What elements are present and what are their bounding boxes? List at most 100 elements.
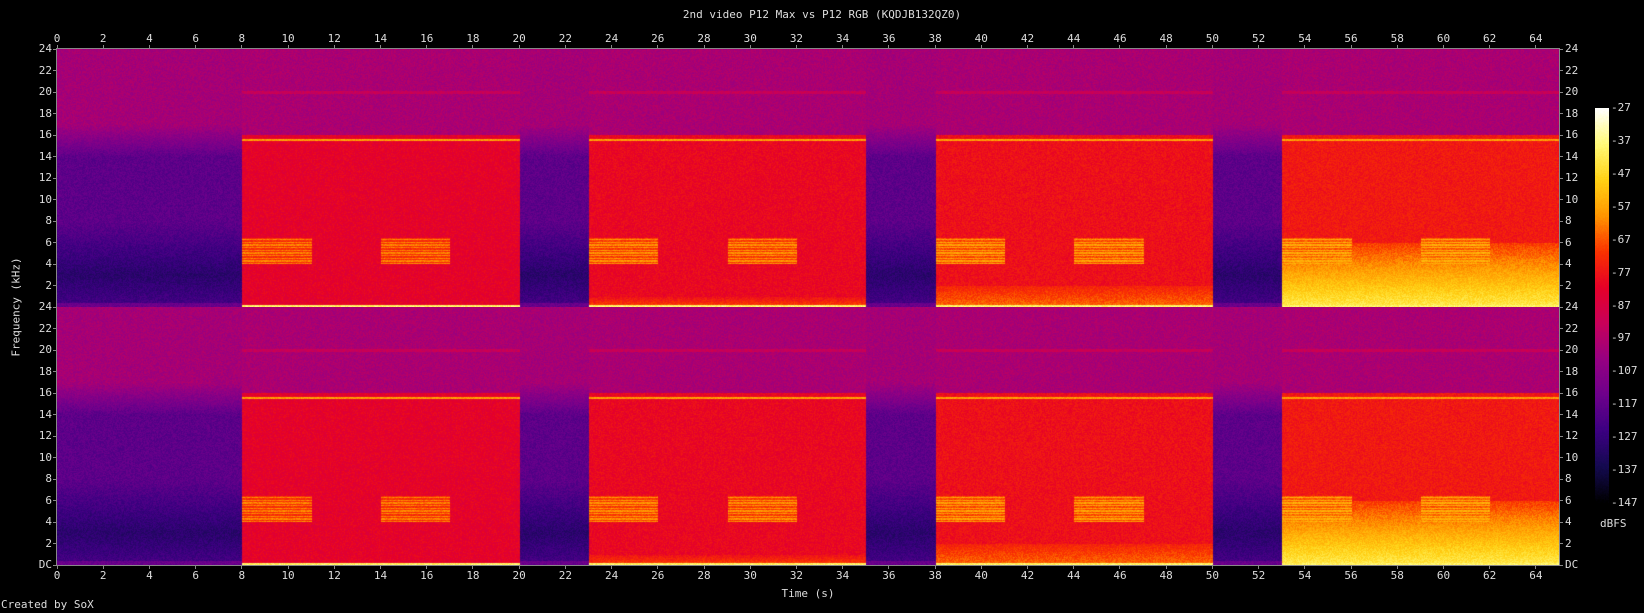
x-tick-label: 64 — [1529, 569, 1542, 582]
x-tick-mark — [750, 45, 751, 49]
x-tick-label-top: 4 — [146, 32, 153, 45]
y-tick-label-right: 14 — [1565, 408, 1578, 421]
x-tick-mark — [1119, 45, 1120, 49]
y-tick-label-right: 2 — [1565, 537, 1572, 550]
y-tick-label-left: 8 — [45, 472, 52, 485]
x-tick-label-top: 28 — [697, 32, 710, 45]
colorbar-tick-label: -127 — [1611, 430, 1638, 443]
y-tick-label-right: 12 — [1565, 171, 1578, 184]
y-tick-label-right: DC — [1565, 558, 1578, 571]
y-tick-label-left: 8 — [45, 214, 52, 227]
y-tick-mark — [53, 371, 57, 372]
y-tick-label-left: 4 — [45, 257, 52, 270]
x-tick-label: 52 — [1252, 569, 1265, 582]
x-tick-mark — [888, 45, 889, 49]
y-tick-mark — [1559, 371, 1563, 372]
y-tick-label-right: 20 — [1565, 85, 1578, 98]
y-tick-mark — [1559, 242, 1563, 243]
spectrogram-channel-1 — [57, 49, 1559, 307]
y-tick-mark — [53, 565, 57, 566]
y-tick-mark — [53, 436, 57, 437]
colorbar-tick-label: -67 — [1611, 233, 1631, 246]
colorbar-tick-label: -147 — [1611, 496, 1638, 509]
y-tick-label-left: 6 — [45, 236, 52, 249]
y-tick-mark — [53, 479, 57, 480]
y-tick-mark — [1559, 178, 1563, 179]
y-tick-label-right: 4 — [1565, 515, 1572, 528]
x-tick-label-top: 34 — [836, 32, 849, 45]
x-tick-label: 34 — [836, 569, 849, 582]
x-tick-label-top: 0 — [54, 32, 61, 45]
colorbar-tick-label: -27 — [1611, 101, 1631, 114]
x-tick-label: 58 — [1391, 569, 1404, 582]
y-tick-mark — [53, 242, 57, 243]
x-tick-mark — [657, 45, 658, 49]
y-tick-mark — [53, 522, 57, 523]
spectrogram-plot — [57, 49, 1559, 565]
colorbar-tick-label: -137 — [1611, 463, 1638, 476]
y-tick-label-left: 2 — [45, 279, 52, 292]
y-tick-mark — [53, 393, 57, 394]
x-tick-mark — [149, 45, 150, 49]
x-tick-label: 44 — [1067, 569, 1080, 582]
colorbar-tick-label: -107 — [1611, 364, 1638, 377]
x-tick-label-top: 16 — [420, 32, 433, 45]
y-tick-mark — [1559, 328, 1563, 329]
y-tick-label-left: 22 — [39, 64, 52, 77]
y-tick-mark — [1559, 113, 1563, 114]
y-tick-mark — [1559, 156, 1563, 157]
y-tick-label-left: 6 — [45, 494, 52, 507]
colorbar-unit: dBFS — [1600, 517, 1627, 530]
x-tick-label: 24 — [605, 569, 618, 582]
x-tick-mark — [472, 45, 473, 49]
y-tick-mark — [1559, 522, 1563, 523]
y-tick-mark — [53, 350, 57, 351]
y-tick-mark — [53, 543, 57, 544]
x-tick-mark — [1073, 45, 1074, 49]
spectrogram-channel-2 — [57, 307, 1559, 565]
y-tick-label-right: 6 — [1565, 236, 1572, 249]
x-tick-mark — [1397, 45, 1398, 49]
x-tick-label: 2 — [100, 569, 107, 582]
x-tick-label-top: 36 — [882, 32, 895, 45]
x-tick-mark — [935, 45, 936, 49]
y-tick-mark — [53, 285, 57, 286]
x-tick-label-top: 12 — [328, 32, 341, 45]
chart-title: 2nd video P12 Max vs P12 RGB (KQDJB132QZ… — [0, 8, 1644, 21]
x-tick-mark — [842, 45, 843, 49]
x-tick-label-top: 30 — [744, 32, 757, 45]
x-tick-label: 22 — [559, 569, 572, 582]
x-tick-mark — [981, 45, 982, 49]
y-tick-label-right: 12 — [1565, 429, 1578, 442]
colorbar-tick-label: -117 — [1611, 397, 1638, 410]
y-tick-mark — [53, 500, 57, 501]
y-tick-label-right: 16 — [1565, 386, 1578, 399]
colorbar-tick-label: -37 — [1611, 134, 1631, 147]
y-tick-label-left: 18 — [39, 365, 52, 378]
y-tick-label-right: 16 — [1565, 128, 1578, 141]
x-tick-label-top: 50 — [1206, 32, 1219, 45]
x-tick-label: 12 — [328, 569, 341, 582]
y-tick-mark — [53, 49, 57, 50]
x-tick-label-top: 38 — [928, 32, 941, 45]
x-tick-mark — [1212, 45, 1213, 49]
x-tick-mark — [704, 45, 705, 49]
y-tick-label-left: 20 — [39, 85, 52, 98]
x-tick-mark — [519, 45, 520, 49]
x-tick-label-top: 2 — [100, 32, 107, 45]
y-tick-mark — [53, 156, 57, 157]
x-tick-mark — [1351, 45, 1352, 49]
x-tick-label: 40 — [975, 569, 988, 582]
x-tick-label: 18 — [466, 569, 479, 582]
x-tick-label: 16 — [420, 569, 433, 582]
x-tick-label-top: 42 — [1021, 32, 1034, 45]
y-tick-label-right: 24 — [1565, 300, 1578, 313]
y-tick-mark — [53, 135, 57, 136]
x-tick-mark — [1027, 45, 1028, 49]
x-tick-label-top: 48 — [1160, 32, 1173, 45]
x-tick-label-top: 62 — [1483, 32, 1496, 45]
x-tick-label: 62 — [1483, 569, 1496, 582]
x-tick-label-top: 6 — [192, 32, 199, 45]
colorbar-tick-label: -57 — [1611, 200, 1631, 213]
x-tick-mark — [195, 45, 196, 49]
